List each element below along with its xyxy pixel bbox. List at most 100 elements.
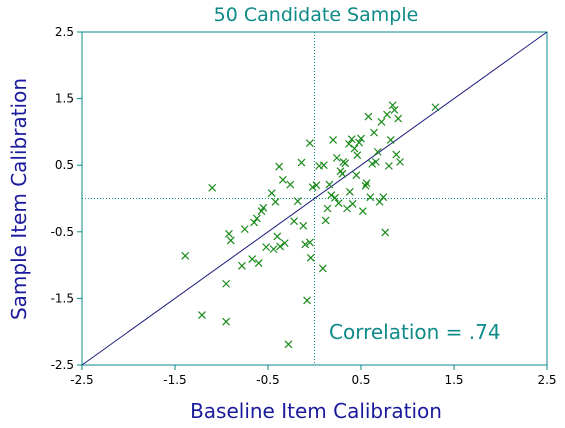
data-point [394, 114, 403, 123]
x-tick-label: -1.5 [163, 373, 186, 387]
data-point [240, 225, 249, 234]
reference-lines [82, 32, 547, 365]
y-tick-label: 1.5 [55, 92, 74, 106]
data-point [271, 197, 280, 206]
y-tick-label: -0.5 [51, 225, 74, 239]
data-point [293, 197, 302, 206]
data-points [181, 101, 440, 349]
data-point [366, 193, 375, 202]
y-axis-label: Sample Item Calibration [7, 78, 31, 320]
data-point [252, 214, 261, 223]
data-point [392, 150, 401, 159]
data-point [334, 199, 343, 208]
data-point [348, 199, 357, 208]
data-point [370, 128, 378, 137]
data-point [226, 236, 235, 245]
data-point [181, 251, 190, 260]
data-point [362, 179, 371, 188]
y-tick-label: 0.5 [55, 158, 74, 172]
data-point [368, 159, 377, 168]
data-point [301, 240, 310, 249]
data-point [388, 101, 397, 110]
data-point [375, 197, 384, 206]
data-point [353, 151, 362, 160]
data-point [225, 229, 233, 238]
data-point [383, 110, 391, 119]
data-point [321, 216, 330, 225]
data-point [238, 261, 246, 270]
data-point [379, 193, 388, 202]
data-point [384, 161, 393, 170]
data-point [267, 189, 276, 198]
data-point [329, 135, 338, 144]
data-point [386, 135, 395, 144]
data-point [364, 112, 373, 121]
data-point [299, 221, 308, 230]
x-tick-label: 1.5 [444, 373, 463, 387]
data-point [377, 117, 386, 126]
data-point [286, 180, 295, 189]
data-point [305, 238, 314, 247]
data-point [275, 162, 284, 171]
data-point [327, 191, 336, 200]
x-tick-label: 2.5 [537, 373, 556, 387]
data-point [355, 138, 364, 147]
data-point [361, 181, 370, 190]
x-tick-label: 0.5 [351, 373, 370, 387]
data-point [284, 340, 293, 349]
x-tick-label: -2.5 [70, 373, 93, 387]
data-point [280, 239, 289, 248]
x-axis-label: Baseline Item Calibration [190, 399, 442, 423]
x-axis-ticks: -2.5 -1.5 -0.5 0.5 1.5 2.5 [70, 365, 557, 387]
data-point [390, 105, 399, 114]
data-point [373, 147, 382, 156]
data-point [259, 203, 268, 212]
data-point [318, 264, 327, 273]
data-point [331, 193, 339, 202]
data-point [198, 311, 206, 319]
data-point [262, 243, 271, 252]
data-point [308, 183, 317, 192]
data-point [222, 317, 231, 326]
chart-title: 50 Candidate Sample [214, 4, 419, 26]
y-tick-label: -2.5 [51, 358, 74, 372]
data-point [431, 103, 440, 112]
data-point [347, 135, 356, 144]
data-point [358, 207, 367, 216]
data-point [343, 204, 351, 213]
identity-line-group [81, 31, 548, 366]
data-point [371, 157, 380, 166]
data-point [276, 242, 285, 251]
data-point [312, 181, 321, 190]
data-point [338, 169, 347, 178]
y-tick-label: 2.5 [55, 25, 74, 39]
data-point [332, 153, 341, 162]
data-point [222, 279, 231, 288]
correlation-annotation: Correlation = .74 [329, 320, 501, 344]
data-point [350, 144, 359, 153]
y-axis-ticks: 2.5 1.5 0.5 -0.5 -1.5 -2.5 [51, 25, 82, 372]
data-point [306, 253, 315, 262]
data-point [345, 187, 354, 196]
y-tick-label: -1.5 [51, 291, 74, 305]
x-tick-label: -0.5 [256, 373, 279, 387]
data-point [250, 218, 258, 227]
data-point [273, 232, 282, 241]
data-point [305, 139, 314, 148]
data-point [297, 158, 306, 167]
data-point [278, 175, 287, 184]
data-point [381, 228, 390, 237]
data-point [396, 157, 404, 166]
data-point [357, 134, 365, 143]
data-point [254, 259, 263, 268]
data-point [269, 245, 278, 254]
data-point [208, 183, 217, 192]
data-point [303, 296, 311, 305]
data-point [344, 139, 353, 148]
data-point [352, 171, 361, 180]
data-point [323, 204, 332, 213]
data-point [341, 159, 350, 168]
identity-line [81, 31, 548, 366]
data-point [319, 161, 328, 170]
